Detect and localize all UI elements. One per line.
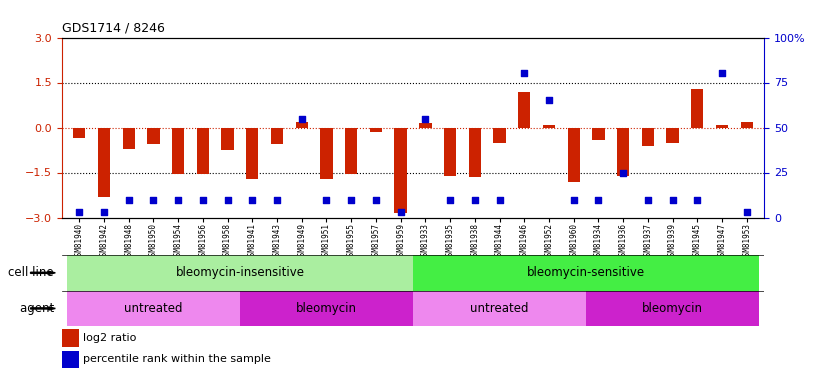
- Bar: [444, 128, 456, 176]
- Bar: [345, 128, 358, 174]
- Point: [344, 196, 358, 202]
- Point: [641, 196, 654, 202]
- Point: [616, 170, 629, 176]
- Bar: [419, 123, 431, 128]
- Bar: [518, 92, 530, 128]
- Text: GDS1714 / 8246: GDS1714 / 8246: [62, 22, 165, 35]
- Bar: [296, 122, 308, 128]
- Point: [591, 196, 605, 202]
- Bar: [172, 128, 184, 174]
- Point: [468, 196, 482, 202]
- Bar: [62, 351, 78, 368]
- Point: [320, 196, 333, 202]
- Bar: [642, 128, 654, 146]
- Bar: [468, 128, 481, 177]
- Bar: [413, 255, 759, 291]
- Text: bleomycin-insensitive: bleomycin-insensitive: [175, 266, 305, 279]
- Point: [270, 196, 283, 202]
- Bar: [197, 128, 209, 174]
- Point: [97, 209, 111, 215]
- Bar: [122, 128, 135, 148]
- Point: [419, 116, 432, 122]
- Point: [715, 70, 729, 76]
- Text: bleomycin: bleomycin: [296, 302, 357, 315]
- Point: [172, 196, 185, 202]
- Text: percentile rank within the sample: percentile rank within the sample: [83, 354, 271, 364]
- Text: agent: agent: [20, 302, 58, 315]
- Point: [394, 209, 407, 215]
- Point: [543, 98, 556, 104]
- Bar: [370, 128, 382, 132]
- Bar: [240, 291, 413, 326]
- Point: [295, 116, 308, 122]
- Bar: [147, 128, 159, 144]
- Bar: [592, 128, 605, 140]
- Text: bleomycin: bleomycin: [642, 302, 703, 315]
- Bar: [543, 124, 555, 128]
- Bar: [741, 122, 753, 128]
- Bar: [667, 128, 679, 142]
- Point: [122, 196, 135, 202]
- Bar: [716, 124, 729, 128]
- Point: [740, 209, 753, 215]
- Text: untreated: untreated: [124, 302, 183, 315]
- Bar: [62, 329, 78, 346]
- Bar: [493, 128, 506, 142]
- Text: untreated: untreated: [470, 302, 529, 315]
- Point: [493, 196, 506, 202]
- Point: [444, 196, 457, 202]
- Bar: [586, 291, 759, 326]
- Point: [518, 70, 531, 76]
- Point: [691, 196, 704, 202]
- Bar: [691, 88, 704, 128]
- Bar: [395, 128, 407, 213]
- Point: [245, 196, 259, 202]
- Bar: [97, 128, 110, 196]
- Text: bleomycin-sensitive: bleomycin-sensitive: [527, 266, 645, 279]
- Bar: [567, 128, 580, 182]
- Bar: [67, 255, 413, 291]
- Bar: [413, 291, 586, 326]
- Point: [567, 196, 581, 202]
- Text: log2 ratio: log2 ratio: [83, 333, 136, 343]
- Bar: [67, 291, 240, 326]
- Point: [197, 196, 210, 202]
- Point: [147, 196, 160, 202]
- Point: [666, 196, 679, 202]
- Point: [221, 196, 235, 202]
- Bar: [221, 128, 234, 150]
- Bar: [617, 128, 629, 176]
- Bar: [271, 128, 283, 144]
- Bar: [246, 128, 259, 178]
- Text: cell line: cell line: [8, 266, 58, 279]
- Bar: [73, 128, 85, 138]
- Point: [369, 196, 382, 202]
- Point: [73, 209, 86, 215]
- Bar: [320, 128, 333, 178]
